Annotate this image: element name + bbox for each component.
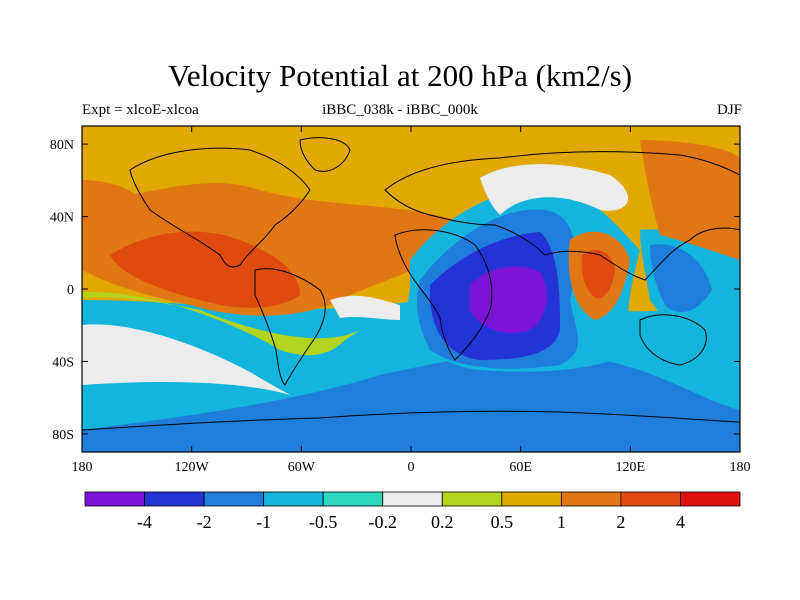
colorbar-label: 0.2 xyxy=(431,512,454,532)
season-label: DJF xyxy=(716,102,742,118)
colorbar: -4 -2 -1 -0.5 -0.2 0.2 0.5 1 2 4 xyxy=(84,491,741,532)
y-tick-label: 40S xyxy=(52,355,74,370)
colorbar-swatch xyxy=(263,491,324,507)
x-tick-label: 120W xyxy=(175,460,210,475)
coast-europe-asia xyxy=(384,151,740,281)
colorbar-swatch xyxy=(322,491,384,507)
colorbar-label: 4 xyxy=(676,512,685,532)
colorbar-label: -1 xyxy=(256,512,271,532)
colorbar-label: -0.5 xyxy=(309,512,338,532)
x-tick-label: 60W xyxy=(288,460,316,475)
colorbar-label: -2 xyxy=(197,512,212,532)
contour-field xyxy=(82,126,740,452)
plot-title: Velocity Potential at 200 hPa (km2/s) xyxy=(167,58,633,93)
colorbar-swatch xyxy=(144,491,205,507)
colorbar-label: -4 xyxy=(137,512,152,532)
colorbar-swatch xyxy=(560,491,622,507)
coast-antarctica xyxy=(82,410,740,431)
band-wpac-blue xyxy=(650,244,712,313)
y-tick-label: 40N xyxy=(50,211,74,226)
coastlines xyxy=(82,137,740,431)
y-tick-label: 80S xyxy=(52,428,74,443)
axis-ticks xyxy=(81,126,741,452)
coast-greenland xyxy=(299,137,351,172)
colorbar-label: -0.2 xyxy=(368,512,397,532)
axis-tick-labels: 180 120W 60W 0 60E 120E 180 80N 40N 0 40S 80S xyxy=(50,138,751,475)
colorbar-label: 0.5 xyxy=(491,512,514,532)
colorbar-swatch xyxy=(680,491,741,507)
coast-africa xyxy=(394,229,493,361)
experiment-label: Expt = xlcoE-xlcoa xyxy=(82,102,199,118)
colorbar-swatch xyxy=(203,491,265,507)
band-asia-red xyxy=(581,250,615,299)
difference-label: iBBC_038k - iBBC_000k xyxy=(322,102,478,118)
colorbar-label: 1 xyxy=(557,512,566,532)
colorbar-label: 2 xyxy=(616,512,625,532)
coast-south-america xyxy=(254,268,326,386)
band-north-orange1 xyxy=(640,140,740,260)
band-green-s xyxy=(82,291,360,356)
band-south-blue xyxy=(82,351,740,452)
colorbar-swatch xyxy=(620,491,681,507)
band-south-white xyxy=(82,324,293,397)
colorbar-swatch xyxy=(84,491,145,507)
x-tick-label: 60E xyxy=(509,460,532,475)
band-atlantic-white xyxy=(330,295,400,320)
x-tick-label: 180 xyxy=(730,460,751,475)
x-tick-label: 120E xyxy=(616,460,646,475)
band-north-orange2 xyxy=(82,180,150,240)
coast-north-america xyxy=(129,147,311,268)
colorbar-swatch xyxy=(441,491,503,507)
band-arabia-white xyxy=(480,164,629,215)
band-indian-purple xyxy=(470,266,547,334)
y-tick-label: 80N xyxy=(50,138,74,153)
colorbar-swatch xyxy=(382,491,443,507)
x-tick-label: 0 xyxy=(408,460,415,475)
coast-australia xyxy=(639,314,707,366)
x-tick-label: 180 xyxy=(72,460,93,475)
colorbar-swatch xyxy=(501,491,562,507)
y-tick-label: 0 xyxy=(67,283,74,298)
